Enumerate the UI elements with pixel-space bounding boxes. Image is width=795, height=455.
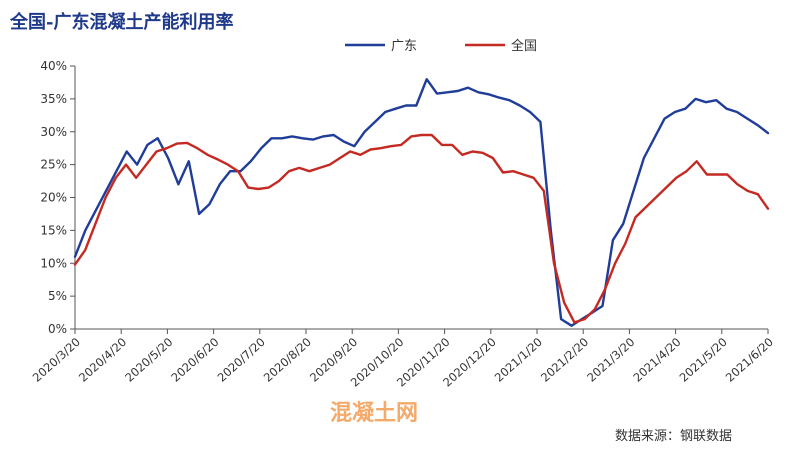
- series-line-2: [73, 133, 770, 324]
- legend-label-1: 广东: [391, 39, 417, 54]
- y-tick-label: 10%: [40, 256, 67, 270]
- x-tick-label: 2021/1/20: [492, 335, 545, 385]
- x-tick-label: 2021/6/20: [723, 335, 776, 385]
- legend-label-2: 全国: [511, 38, 537, 54]
- x-tick-label: 2021/4/20: [630, 335, 683, 385]
- x-tick-label: 2020/4/20: [76, 335, 129, 385]
- y-tick-label: 15%: [40, 223, 67, 237]
- y-tick-label: 5%: [48, 289, 67, 303]
- series-line-1: [73, 77, 770, 327]
- y-tick-label: 20%: [40, 191, 67, 205]
- x-tick-label: 2021/2/20: [538, 335, 591, 385]
- x-tick-label: 2021/5/20: [677, 335, 730, 385]
- y-tick-label: 30%: [40, 125, 67, 139]
- x-tick-label: 2020/6/20: [168, 335, 221, 385]
- chart-title: 全国-广东混凝土产能利用率: [10, 12, 234, 33]
- source-note: 数据来源：钢联数据: [615, 429, 733, 444]
- x-tick-label: 2020/3/20: [30, 335, 83, 385]
- watermark: 混凝土网: [330, 401, 419, 426]
- x-tick-label: 2020/7/20: [215, 335, 268, 385]
- y-tick-label: 0%: [48, 322, 67, 336]
- x-tick-label: 2020/8/20: [261, 335, 314, 385]
- x-tick-label: 2021/3/20: [584, 335, 637, 385]
- x-tick-label: 2020/5/20: [122, 335, 175, 385]
- y-tick-label: 40%: [40, 59, 67, 73]
- y-tick-label: 25%: [40, 158, 67, 172]
- y-tick-label: 35%: [40, 92, 67, 106]
